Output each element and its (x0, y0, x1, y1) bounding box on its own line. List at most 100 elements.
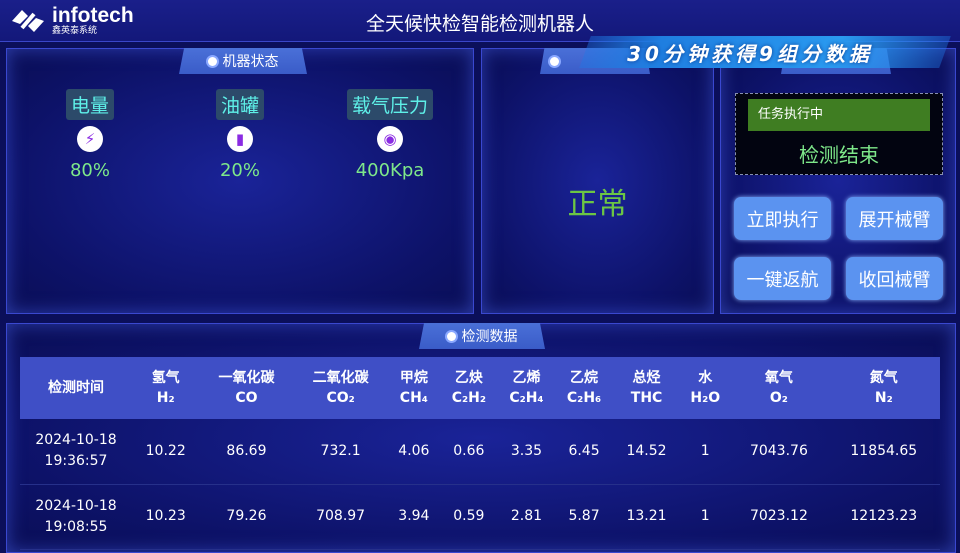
column-header: 总烃 THC (612, 357, 681, 419)
extend-arm-button[interactable]: 展开械臂 (846, 197, 943, 240)
time: 19:08:55 (44, 518, 108, 535)
table-cell: 11854.65 (827, 419, 940, 485)
dot-icon (207, 56, 217, 66)
logo: infotech 鑫英泰系统 (8, 4, 134, 36)
logo-icon (12, 10, 44, 32)
column-header: 乙烯 C₂H₄ (497, 357, 556, 419)
column-name: 氧气 (764, 370, 793, 386)
column-formula: O₂ (769, 390, 788, 406)
gauge-icon: ◉ (377, 126, 403, 152)
table-cell: 79.26 (199, 484, 294, 550)
table-cell: 732.1 (293, 419, 388, 485)
table-cell: 3.35 (497, 419, 556, 485)
stat-label: 电量 (65, 89, 114, 120)
machine-status-panel: 机器状态 电量 ⚡ 80% 油罐 ▮ 20% 载气压力 ◉ 400Kpa (6, 48, 474, 314)
column-name: 水 (698, 370, 713, 386)
column-formula: H₂O (690, 390, 721, 406)
column-formula: CO₂ (326, 390, 355, 406)
column-formula: CO (235, 390, 258, 406)
stat-label: 油罐 (215, 89, 264, 120)
table-header-row: 检测时间 氢气 H₂ 一氧化碳 CO 二氧化碳 CO₂ 甲烷 CH₄ 乙炔 C₂H₂ 乙烯 C₂H₄ 乙烷… (20, 357, 940, 419)
column-name: 二氧化碳 (312, 370, 369, 386)
table-cell: 14.52 (612, 419, 681, 485)
column-formula: C₂H₄ (509, 390, 544, 406)
table-cell: 7043.76 (730, 419, 828, 485)
data-tab: 检测数据 (419, 323, 545, 349)
table-cell: 13.21 (612, 484, 681, 550)
stat-tank: 油罐 ▮ 20% (185, 89, 295, 181)
dot-icon (550, 56, 559, 66)
table-cell: 6.45 (555, 419, 613, 485)
column-header: 水 H₂O (680, 357, 731, 419)
status-panel: 正常 (481, 48, 714, 314)
table-cell: 1 (680, 484, 731, 550)
column-header: 检测时间 (20, 357, 132, 419)
table-cell: 5.87 (555, 484, 613, 550)
panel-title: 机器状态 (222, 54, 279, 70)
column-header: 乙炔 C₂H₂ (440, 357, 498, 419)
retract-arm-button[interactable]: 收回械臂 (846, 257, 943, 300)
task-state: 检测结束 (799, 143, 879, 167)
column-name: 乙炔 (454, 370, 483, 386)
table-cell: 86.69 (199, 419, 294, 485)
time: 19:36:57 (44, 453, 108, 470)
column-header: 甲烷 CH₄ (387, 357, 441, 419)
data-table: 检测时间 氢气 H₂ 一氧化碳 CO 二氧化碳 CO₂ 甲烷 CH₄ 乙炔 C₂H₂ 乙烯 C₂H₄ 乙烷… (20, 357, 940, 550)
column-formula: C₂H₆ (566, 390, 602, 406)
table-cell: 1 (680, 419, 731, 485)
column-formula: CH₄ (399, 390, 428, 406)
column-header: 乙烷 C₂H₆ (555, 357, 613, 419)
status-value: 正常 (567, 187, 628, 222)
panel-title: 检测数据 (461, 329, 518, 345)
task-panel: 任务执行中 检测结束 立即执行 展开械臂 一键返航 收回械臂 (720, 48, 956, 314)
tank-icon: ▮ (227, 126, 253, 152)
column-name: 一氧化碳 (218, 370, 275, 386)
column-formula: C₂H₂ (451, 390, 486, 406)
table-cell: 0.66 (440, 419, 498, 485)
table-cell: 10.22 (132, 419, 200, 485)
table-cell: 3.94 (387, 484, 441, 550)
banner-text: 30分钟获得9组分数据 (627, 42, 873, 66)
execute-now-button[interactable]: 立即执行 (734, 197, 831, 240)
table-cell: 2.81 (497, 484, 556, 550)
column-name: 甲烷 (399, 370, 428, 386)
dot-icon (446, 331, 456, 341)
stat-label: 载气压力 (346, 89, 433, 120)
stat-battery: 电量 ⚡ 80% (35, 89, 145, 181)
logo-subtext: 鑫英泰系统 (52, 26, 98, 36)
stat-pressure: 载气压力 ◉ 400Kpa (335, 89, 445, 181)
column-name: 氮气 (869, 370, 898, 386)
return-home-button[interactable]: 一键返航 (734, 257, 831, 300)
column-name: 检测时间 (48, 380, 104, 396)
table-cell: 7023.12 (730, 484, 828, 550)
table-cell: 2024-10-18 19:36:57 (20, 419, 132, 485)
table-cell: 2024-10-18 19:08:55 (20, 484, 132, 550)
column-name: 氢气 (151, 370, 180, 386)
lightning-icon: ⚡ (77, 126, 103, 152)
task-status-box: 任务执行中 检测结束 (735, 93, 943, 175)
column-name: 乙烷 (570, 370, 599, 386)
table-cell: 12123.23 (827, 484, 940, 550)
top-bar: infotech 鑫英泰系统 全天候快检智能检测机器人 (0, 0, 960, 42)
column-header: 氮气 N₂ (827, 357, 940, 419)
table-row: 2024-10-18 19:36:57 10.22 86.69 732.1 4.06 0.6… (20, 419, 940, 485)
logo-text: infotech (52, 4, 134, 27)
column-formula: THC (630, 390, 663, 406)
column-header: 二氧化碳 CO₂ (293, 357, 388, 419)
column-header: 氧气 O₂ (730, 357, 828, 419)
table-cell: 0.59 (440, 484, 498, 550)
table-cell: 10.23 (132, 484, 200, 550)
date: 2024-10-18 (35, 432, 117, 449)
stat-value: 400Kpa (355, 160, 425, 181)
task-running-label: 任务执行中 (748, 99, 930, 131)
column-header: 一氧化碳 CO (199, 357, 294, 419)
column-header: 氢气 H₂ (132, 357, 200, 419)
column-formula: H₂ (156, 390, 175, 406)
page-title: 全天候快检智能检测机器人 (365, 13, 594, 35)
column-formula: N₂ (874, 390, 893, 406)
table-cell: 708.97 (293, 484, 388, 550)
date: 2024-10-18 (35, 497, 117, 514)
column-name: 总烃 (632, 370, 661, 386)
column-name: 乙烯 (512, 370, 541, 386)
stat-value: 80% (69, 160, 110, 181)
